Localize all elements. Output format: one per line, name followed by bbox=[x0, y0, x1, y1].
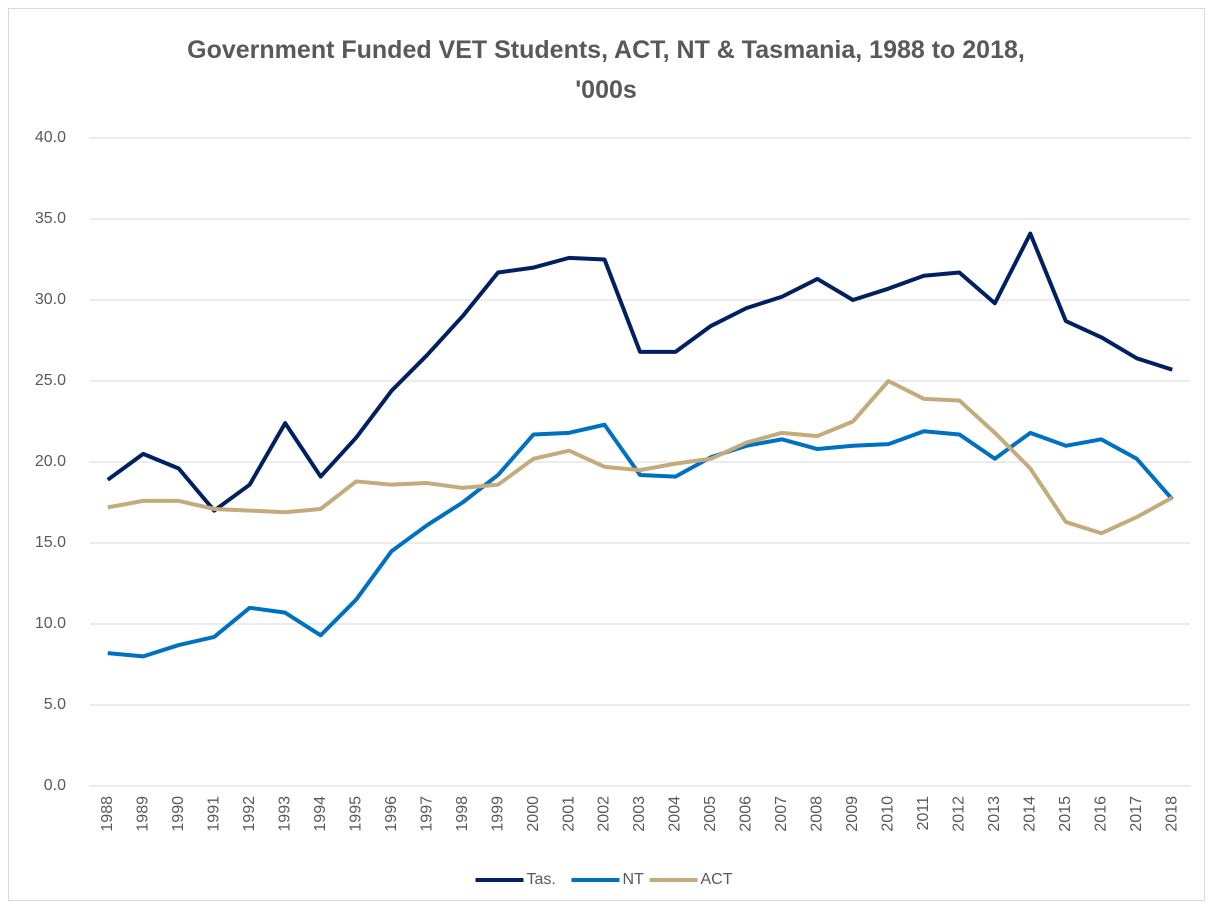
x-tick-label: 2012 bbox=[951, 796, 968, 832]
x-tick-label: 2001 bbox=[560, 796, 577, 832]
legend-label: Tas. bbox=[527, 871, 556, 888]
x-tick-label: 1993 bbox=[276, 796, 293, 832]
y-tick-label: 5.0 bbox=[44, 696, 66, 713]
y-tick-label: 20.0 bbox=[35, 453, 66, 470]
y-tick-label: 10.0 bbox=[35, 615, 66, 632]
series-line bbox=[106, 231, 1173, 513]
x-tick-label: 1988 bbox=[99, 796, 116, 832]
y-tick-label: 0.0 bbox=[44, 777, 66, 794]
x-tick-label: 1997 bbox=[418, 796, 435, 832]
x-tick-label: 2002 bbox=[596, 796, 613, 832]
x-tick-label: 1992 bbox=[241, 796, 258, 832]
y-tick-label: 15.0 bbox=[35, 534, 66, 551]
series-line bbox=[107, 422, 1174, 659]
x-tick-label: 1995 bbox=[347, 796, 364, 832]
chart-title: Government Funded VET Students, ACT, NT … bbox=[187, 36, 1025, 104]
x-tick-label: 2016 bbox=[1093, 796, 1110, 832]
legend-label: NT bbox=[623, 871, 645, 888]
x-tick-label: 2000 bbox=[525, 796, 542, 832]
y-tick-label: 35.0 bbox=[35, 210, 66, 227]
series-line bbox=[107, 379, 1174, 536]
x-tick-label: 2017 bbox=[1128, 796, 1145, 832]
x-tick-label: 1999 bbox=[489, 796, 506, 832]
x-tick-label: 2008 bbox=[809, 796, 826, 832]
x-tick-label: 2013 bbox=[986, 796, 1003, 832]
x-tick-label: 2014 bbox=[1022, 796, 1039, 832]
x-tick-label: 2005 bbox=[702, 796, 719, 832]
x-tick-label: 1996 bbox=[383, 796, 400, 832]
x-tick-label: 1998 bbox=[454, 796, 471, 832]
legend-label: ACT bbox=[701, 871, 733, 888]
x-tick-label: 2007 bbox=[773, 796, 790, 832]
x-tick-label: 2004 bbox=[667, 796, 684, 832]
x-tick-label: 1989 bbox=[134, 796, 151, 832]
x-tick-label: 2003 bbox=[631, 796, 648, 832]
x-tick-label: 1990 bbox=[170, 796, 187, 832]
x-tick-label: 1994 bbox=[312, 796, 329, 832]
x-tick-label: 1991 bbox=[205, 796, 222, 832]
x-tick-label: 2015 bbox=[1057, 796, 1074, 832]
x-tick-label: 2006 bbox=[738, 796, 755, 832]
x-tick-label: 2009 bbox=[844, 796, 861, 832]
x-tick-label: 2011 bbox=[915, 796, 932, 831]
y-tick-label: 40.0 bbox=[35, 129, 66, 146]
chart-border bbox=[8, 8, 1205, 901]
x-tick-label: 2018 bbox=[1163, 796, 1180, 832]
y-tick-label: 25.0 bbox=[35, 372, 66, 389]
y-tick-label: 30.0 bbox=[35, 291, 66, 308]
x-tick-label: 2010 bbox=[880, 796, 897, 832]
